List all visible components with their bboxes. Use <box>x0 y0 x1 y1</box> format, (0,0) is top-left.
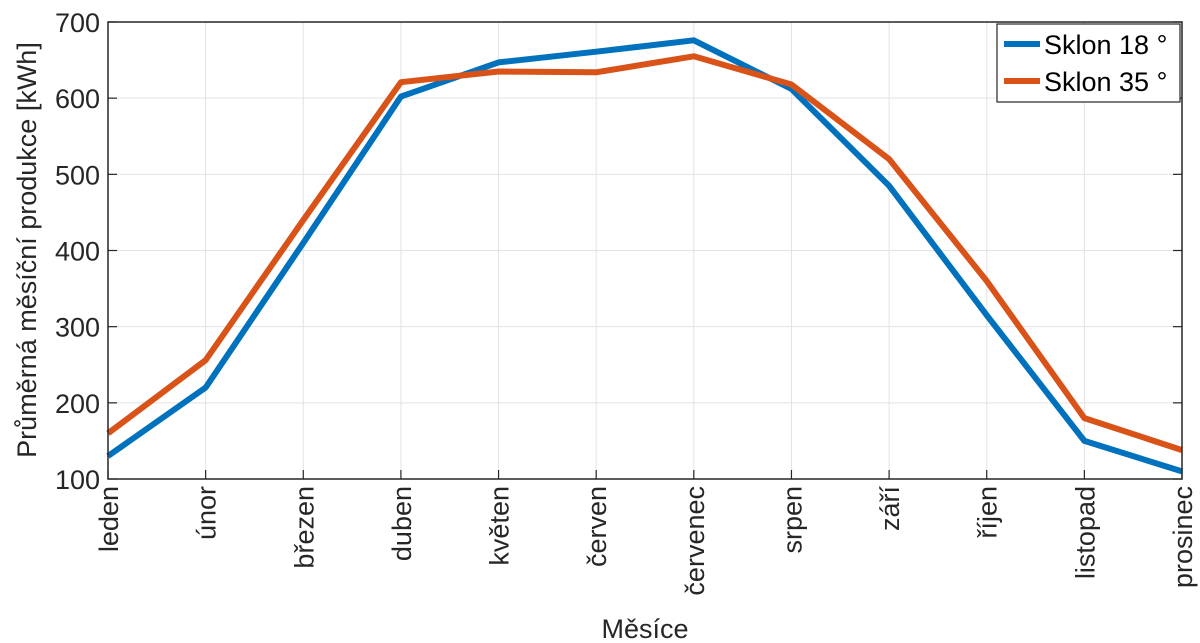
x-tick-label: listopad <box>1070 486 1100 579</box>
legend: Sklon 18 ° Sklon 35 ° <box>996 23 1181 103</box>
series-line-2 <box>106 53 1183 453</box>
y-tick-label: 600 <box>55 84 100 114</box>
y-tick-label: 400 <box>55 237 100 267</box>
x-tick-label: září <box>875 486 905 532</box>
x-tick-label: srpen <box>778 486 808 554</box>
legend-label-1: Sklon 18 ° <box>1044 30 1167 60</box>
x-axis-label: Měsíce <box>601 614 688 643</box>
x-tick-labels: leden únor březen duben květen červen červenec… <box>94 470 1198 596</box>
y-tick-label: 300 <box>55 313 100 343</box>
y-tick-label: 100 <box>55 465 100 495</box>
x-tick-label: říjen <box>973 486 1003 539</box>
x-tick-label: prosinec <box>1168 486 1198 588</box>
x-tick-label: červenec <box>680 486 710 596</box>
series-line-1 <box>106 37 1183 475</box>
x-tick-label: leden <box>94 486 124 552</box>
legend-label-2: Sklon 35 ° <box>1044 67 1167 97</box>
x-tick-label: květen <box>485 486 515 566</box>
x-tick-label: únor <box>192 486 222 540</box>
y-axis-label: Průměrná měsíční produkce [kWh] <box>12 42 42 458</box>
y-tick-label: 700 <box>55 8 100 38</box>
legend-box <box>996 23 1181 103</box>
x-tick-label: březen <box>289 486 319 569</box>
y-tick-label: 500 <box>55 160 100 190</box>
y-tick-label: 200 <box>55 389 100 419</box>
x-tick-label: červen <box>582 486 612 567</box>
x-tick-label: duben <box>387 486 417 561</box>
series-lines <box>106 37 1183 475</box>
y-tick-labels: 100 200 300 400 500 600 700 <box>55 8 1182 495</box>
